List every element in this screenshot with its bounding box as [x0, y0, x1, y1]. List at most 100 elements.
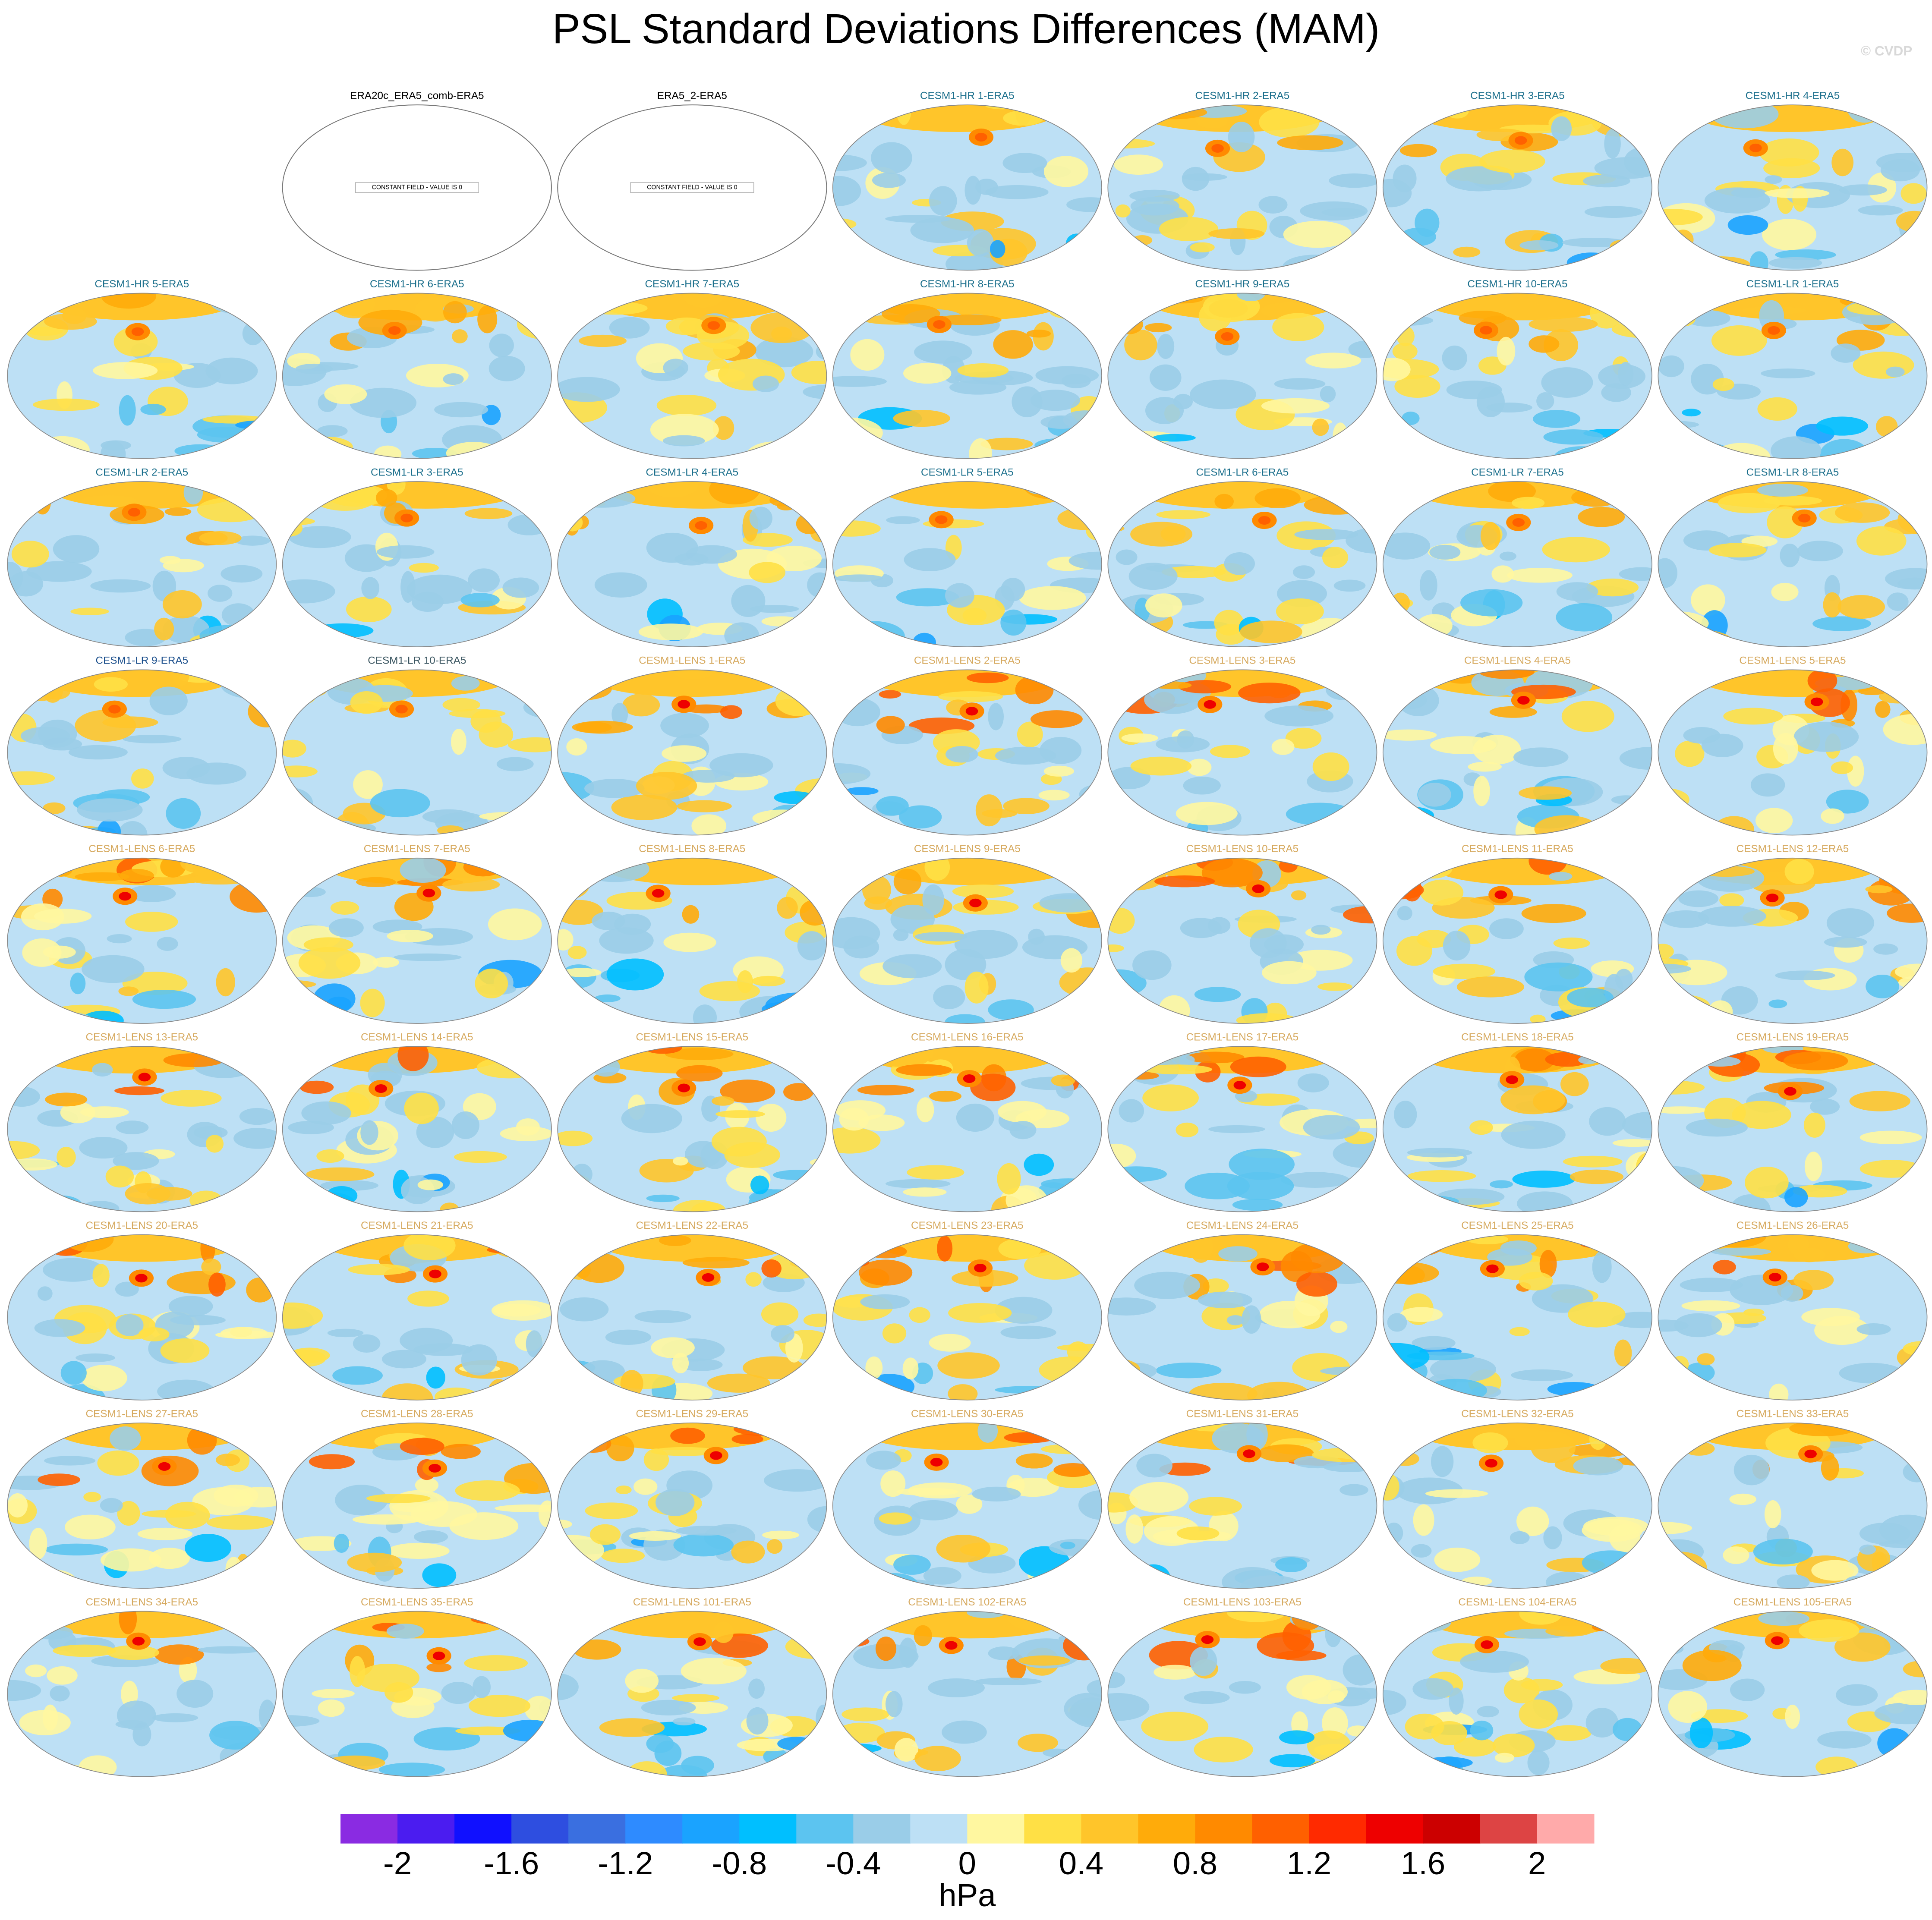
field-blob — [785, 1634, 827, 1659]
field-blob — [1108, 444, 1143, 453]
field-blob — [80, 1106, 129, 1118]
field-blob — [924, 858, 950, 881]
field-blob — [92, 1264, 110, 1287]
field-blob — [1141, 1712, 1209, 1741]
field-blob — [496, 757, 534, 771]
field-blob — [1771, 582, 1799, 601]
field-blob — [524, 1574, 548, 1586]
field-blob — [1895, 1755, 1919, 1777]
map-outline — [1107, 1046, 1377, 1212]
panel-title: CESM1-LENS 12-ERA5 — [1737, 843, 1849, 855]
field-blob — [1517, 696, 1530, 705]
field-blob — [1866, 975, 1899, 998]
field-blob — [936, 1535, 991, 1563]
map-outline — [1107, 481, 1377, 648]
field-blob — [21, 903, 64, 931]
field-blob — [1865, 885, 1893, 894]
field-blob — [502, 577, 539, 598]
panel-title: CESM1-LENS 17-ERA5 — [1186, 1032, 1299, 1043]
field-blob — [174, 444, 226, 458]
field-blob — [162, 590, 202, 619]
map-panel: CESM1-LENS 9-ERA5 — [832, 843, 1102, 1024]
field-blob — [119, 1611, 137, 1634]
field-blob — [966, 672, 1009, 683]
field-blob — [1030, 710, 1083, 728]
field-blob — [22, 938, 62, 967]
field-blob — [793, 1010, 826, 1023]
field-blob — [1677, 298, 1706, 308]
field-blob — [1003, 798, 1050, 814]
field-blob — [307, 1423, 504, 1450]
field-blob — [22, 1569, 76, 1589]
panel-title: CESM1-LENS 3-ERA5 — [1189, 655, 1295, 667]
field-blob — [1815, 1756, 1858, 1777]
map-panel: CESM1-LENS 12-ERA5 — [1658, 843, 1928, 1024]
colorbar-box — [1480, 1814, 1538, 1844]
field-blob — [832, 176, 861, 206]
field-blob — [1554, 446, 1609, 459]
field-blob — [1218, 1246, 1258, 1262]
panel-title: CESM1-LR 3-ERA5 — [371, 466, 463, 478]
field-blob — [471, 1614, 527, 1625]
field-blob — [1236, 293, 1265, 302]
colorbar-box — [1537, 1814, 1595, 1844]
field-blob — [215, 1017, 277, 1023]
field-blob — [429, 1269, 441, 1278]
field-blob — [1817, 1731, 1872, 1749]
field-blob — [1810, 697, 1823, 706]
field-blob — [967, 1611, 1005, 1618]
field-blob — [1186, 1051, 1245, 1064]
field-blob — [517, 309, 552, 340]
field-blob — [1429, 545, 1461, 560]
field-blob — [1494, 890, 1507, 899]
field-blob — [1697, 1353, 1715, 1366]
field-blob — [1561, 701, 1614, 732]
field-blob — [914, 1746, 961, 1772]
map-field — [282, 1611, 552, 1777]
panel-title: CESM1-LENS 23-ERA5 — [911, 1220, 1024, 1231]
panel-title: CESM1-LENS 4-ERA5 — [1464, 655, 1571, 667]
field-blob — [1860, 1130, 1922, 1144]
field-blob — [1022, 481, 1075, 499]
field-blob — [993, 330, 1033, 359]
panel-title: CESM1-LENS 29-ERA5 — [636, 1408, 749, 1420]
field-blob — [16, 1423, 49, 1446]
field-blob — [157, 1379, 215, 1400]
field-blob — [956, 1494, 983, 1514]
field-blob — [491, 1300, 552, 1321]
field-blob — [750, 312, 814, 343]
field-blob — [1210, 745, 1250, 759]
field-blob — [1885, 568, 1927, 590]
map-panel: CESM1-LENS 30-ERA5 — [832, 1408, 1102, 1589]
field-blob — [597, 1234, 795, 1262]
field-blob — [562, 968, 602, 977]
field-blob — [157, 937, 178, 951]
field-blob — [896, 588, 959, 607]
map-panel: CESM1-LR 9-ERA5 — [7, 655, 277, 836]
field-blob — [627, 1761, 667, 1777]
field-blob — [938, 691, 1003, 702]
field-blob — [1344, 1573, 1377, 1584]
field-blob — [995, 746, 1056, 765]
field-blob — [1064, 1693, 1102, 1725]
field-blob — [695, 521, 707, 530]
field-blob — [524, 990, 552, 999]
map-field — [1658, 1234, 1927, 1400]
field-blob — [1328, 1690, 1345, 1703]
map-outline — [1658, 1611, 1928, 1777]
field-blob — [1797, 541, 1843, 561]
map-outline — [832, 104, 1102, 271]
field-blob — [230, 881, 277, 913]
field-blob — [76, 1353, 115, 1362]
field-blob — [857, 1085, 914, 1095]
field-blob — [1065, 233, 1087, 255]
field-blob — [443, 373, 464, 385]
field-blob — [127, 885, 176, 902]
field-blob — [850, 339, 885, 371]
map-field — [1658, 670, 1927, 835]
field-blob — [1339, 670, 1377, 681]
field-blob — [1757, 484, 1808, 497]
field-blob — [1513, 747, 1569, 767]
field-blob — [1402, 411, 1420, 425]
